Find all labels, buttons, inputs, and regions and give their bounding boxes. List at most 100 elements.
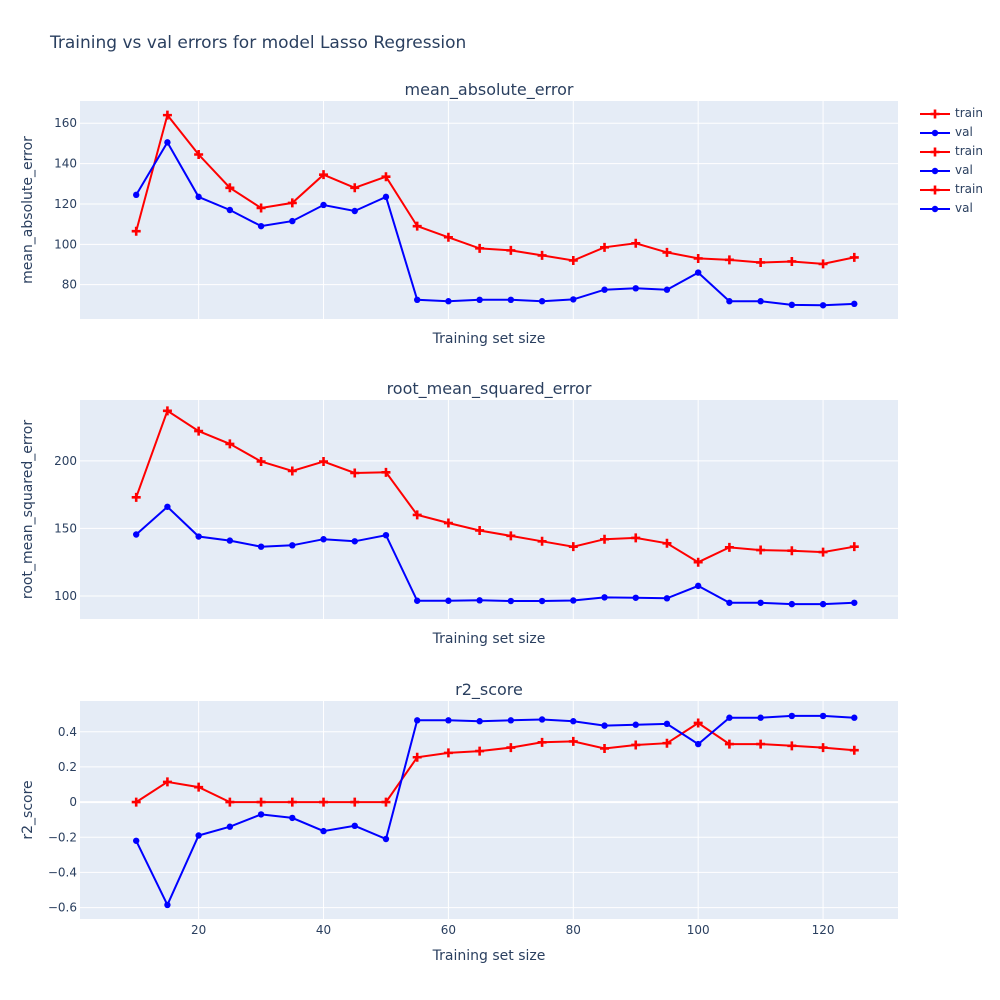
data-point-val[interactable] (195, 193, 202, 201)
data-point-val[interactable] (851, 300, 858, 308)
data-point-val[interactable] (819, 712, 827, 720)
data-point-train[interactable] (693, 718, 703, 728)
data-point-train[interactable] (131, 797, 141, 807)
data-point-val[interactable] (507, 597, 515, 605)
data-point-train[interactable] (131, 492, 141, 502)
data-point-train[interactable] (568, 255, 578, 265)
data-point-train[interactable] (131, 226, 141, 236)
data-point-train[interactable] (568, 542, 578, 552)
data-point-train[interactable] (412, 510, 422, 520)
legend-item-train[interactable]: train (918, 143, 998, 162)
data-point-train[interactable] (756, 545, 766, 555)
data-point-train[interactable] (787, 546, 797, 556)
data-point-val[interactable] (320, 827, 327, 835)
data-point-train[interactable] (600, 242, 610, 252)
legend-item-train[interactable]: train (918, 105, 998, 124)
data-point-val[interactable] (164, 503, 171, 510)
data-point-val[interactable] (226, 823, 234, 830)
data-point-train[interactable] (350, 183, 360, 193)
data-point-train[interactable] (506, 743, 516, 753)
data-point-val[interactable] (132, 531, 140, 538)
legend-item-train[interactable]: train (918, 181, 998, 200)
data-point-val[interactable] (632, 721, 639, 728)
data-point-train[interactable] (162, 406, 172, 416)
data-point-val[interactable] (788, 712, 796, 720)
data-point-val[interactable] (164, 901, 171, 909)
data-point-train[interactable] (631, 238, 641, 248)
data-point-train[interactable] (350, 468, 360, 478)
data-point-train[interactable] (662, 538, 672, 548)
data-point-val[interactable] (289, 814, 296, 822)
data-point-val[interactable] (226, 206, 234, 214)
data-point-train[interactable] (194, 149, 204, 159)
data-point-val[interactable] (226, 537, 234, 544)
data-point-train[interactable] (787, 741, 797, 751)
data-point-train[interactable] (194, 426, 204, 436)
data-point-val[interactable] (819, 302, 827, 309)
data-point-val[interactable] (289, 542, 296, 549)
data-point-val[interactable] (694, 269, 702, 276)
data-point-train[interactable] (662, 247, 672, 257)
data-point-val[interactable] (663, 720, 671, 728)
data-point-train[interactable] (475, 243, 485, 253)
data-point-val[interactable] (726, 298, 733, 305)
data-point-val[interactable] (694, 740, 702, 748)
data-point-val[interactable] (788, 301, 796, 309)
data-point-train[interactable] (381, 467, 391, 477)
data-point-train[interactable] (756, 739, 766, 749)
data-point-val[interactable] (195, 832, 202, 839)
data-point-val[interactable] (382, 193, 390, 201)
data-point-train[interactable] (631, 740, 641, 750)
data-point-train[interactable] (787, 256, 797, 266)
data-point-val[interactable] (257, 543, 265, 550)
data-point-val[interactable] (788, 600, 796, 608)
data-point-train[interactable] (756, 257, 766, 267)
data-point-train[interactable] (287, 198, 297, 208)
data-point-val[interactable] (320, 201, 327, 209)
data-point-train[interactable] (412, 752, 422, 762)
legend-item-val[interactable]: val (918, 200, 998, 219)
data-point-train[interactable] (162, 110, 172, 120)
data-point-val[interactable] (289, 217, 296, 225)
data-point-val[interactable] (195, 533, 202, 540)
data-point-train[interactable] (506, 531, 516, 541)
data-point-train[interactable] (662, 738, 672, 748)
data-point-train[interactable] (443, 748, 453, 758)
data-point-train[interactable] (225, 797, 235, 807)
data-point-val[interactable] (132, 837, 140, 844)
data-point-val[interactable] (132, 191, 140, 199)
data-point-train[interactable] (568, 736, 578, 746)
data-point-val[interactable] (413, 717, 421, 724)
data-point-train[interactable] (724, 542, 734, 552)
data-point-train[interactable] (818, 743, 828, 753)
data-point-val[interactable] (601, 722, 608, 729)
data-point-val[interactable] (257, 811, 265, 818)
data-point-val[interactable] (445, 717, 452, 724)
data-point-val[interactable] (694, 582, 702, 590)
data-point-train[interactable] (412, 221, 422, 231)
data-point-train[interactable] (225, 183, 235, 193)
data-point-val[interactable] (538, 716, 546, 723)
data-point-train[interactable] (256, 797, 266, 807)
data-point-val[interactable] (507, 717, 515, 724)
data-point-val[interactable] (476, 718, 483, 725)
data-point-train[interactable] (693, 253, 703, 263)
data-point-val[interactable] (351, 207, 358, 215)
data-point-train[interactable] (818, 547, 828, 557)
data-point-val[interactable] (413, 296, 421, 304)
data-point-train[interactable] (849, 542, 859, 552)
data-point-train[interactable] (350, 797, 360, 807)
data-point-val[interactable] (413, 597, 421, 604)
data-point-train[interactable] (849, 252, 859, 262)
data-point-val[interactable] (601, 286, 608, 293)
data-point-train[interactable] (600, 743, 610, 753)
data-point-train[interactable] (287, 466, 297, 476)
data-point-val[interactable] (476, 296, 483, 304)
data-point-val[interactable] (663, 286, 671, 293)
data-point-val[interactable] (507, 296, 515, 304)
data-point-train[interactable] (225, 439, 235, 449)
data-point-train[interactable] (724, 255, 734, 265)
data-point-val[interactable] (538, 298, 546, 305)
data-point-val[interactable] (663, 595, 671, 602)
data-point-train[interactable] (381, 797, 391, 807)
